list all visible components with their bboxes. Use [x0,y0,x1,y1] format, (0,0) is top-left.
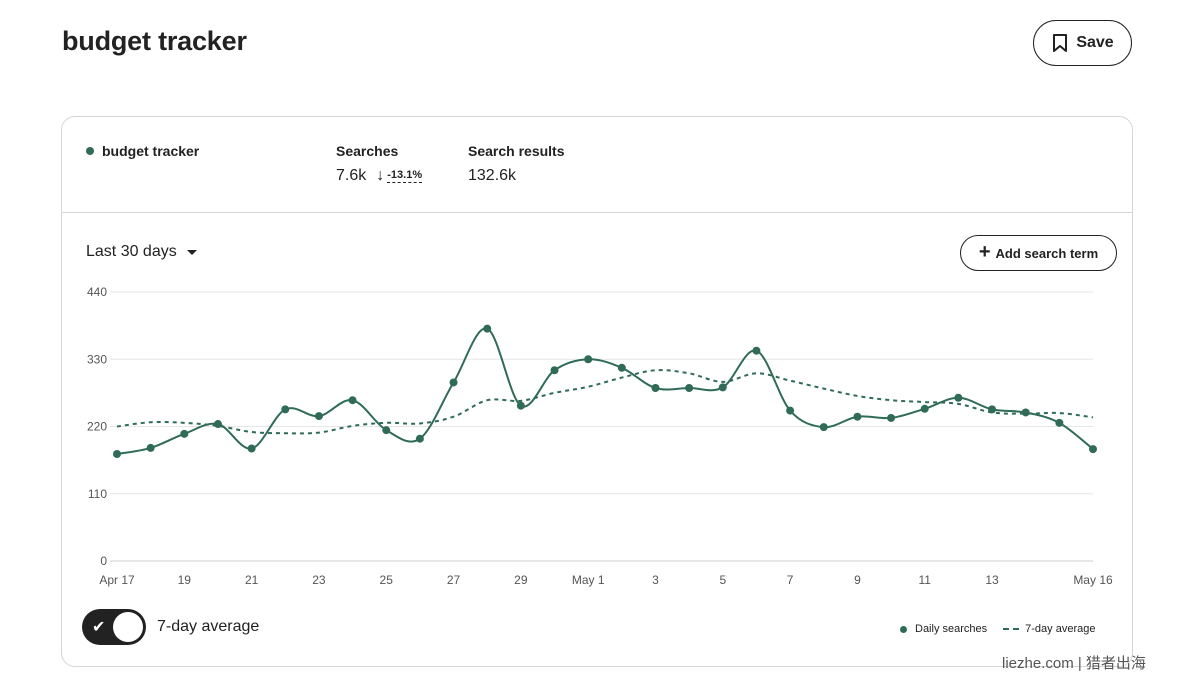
x-tick-label: 7 [787,573,794,587]
chart-legend: Daily searches 7-day average [900,623,1095,635]
daily-data-point [550,366,559,375]
average-series-line [116,369,1094,435]
bookmark-icon [1053,34,1068,52]
page-title: budget tracker [62,26,247,56]
search-trend-chart: 0 110 220 330 440 Apr 17 19 21 23 25 27 29 May 1 3 5 7 9… [87,285,1113,587]
seven-day-average-toggle[interactable]: ✔ [82,609,146,645]
y-tick-label: 0 [100,554,107,568]
daily-data-point [651,383,660,392]
daily-data-point [1055,418,1064,427]
daily-data-point [281,405,290,414]
caret-down-icon [186,249,197,255]
daily-data-point [786,406,795,415]
save-label: Save [1076,34,1114,51]
checkmark-icon: ✔ [92,619,106,636]
x-tick-label: May 16 [1073,573,1113,587]
daily-data-point [314,412,323,421]
plus-icon: + [978,241,991,263]
daily-data-point [180,429,189,438]
daily-data-point [415,434,424,443]
x-tick-label: 29 [514,573,528,587]
x-tick-label: 21 [245,573,259,587]
daily-data-point [718,383,727,392]
daily-data-point [584,355,593,364]
searches-value: 7.6k [336,167,367,184]
x-tick-label: 27 [447,573,461,587]
toggle-label: 7-day average [157,618,260,635]
daily-data-point [516,401,525,410]
daily-data-point [685,383,694,392]
average-legend-marker [1003,628,1020,630]
add-search-term-label: Add search term [995,245,1099,261]
x-tick-label: 25 [380,573,394,587]
x-tick-label: 23 [312,573,326,587]
daily-data-point [887,413,896,422]
x-tick-label: Apr 17 [99,573,135,587]
add-search-term-button[interactable]: + Add search term [960,235,1117,271]
searches-label: Searches [336,143,399,159]
x-tick-label: 3 [652,573,659,587]
daily-data-point [1089,445,1097,454]
x-tick-label: 19 [178,573,192,587]
daily-series-line [116,327,1094,455]
legend-daily: Daily searches [915,623,988,635]
trend-card: budget tracker Searches 7.6k ↓ -13.1% Se… [61,116,1133,667]
daily-data-point [247,444,256,453]
y-tick-label: 330 [87,352,107,366]
daily-data-point [819,423,828,432]
x-tick-label: May 1 [572,573,605,587]
y-tick-label: 440 [87,285,107,299]
date-range-label: Last 30 days [86,243,177,260]
y-tick-label: 220 [87,420,107,434]
daily-data-point [752,346,761,355]
daily-data-point [382,426,391,435]
legend-average: 7-day average [1025,623,1096,635]
search-term-legend: budget tracker [86,143,199,159]
daily-data-point [213,420,222,429]
daily-data-point [1021,408,1030,417]
save-button[interactable]: Save [1033,20,1132,66]
searches-change-value: -13.1% [387,169,423,183]
series-color-dot [86,147,94,155]
daily-data-point [483,324,492,333]
search-term-label: budget tracker [102,143,200,159]
daily-data-point [988,405,997,414]
arrow-down-icon: ↓ [376,167,385,184]
daily-data-point [113,450,121,459]
daily-data-point [853,412,862,421]
search-results-label: Search results [468,143,565,159]
daily-data-point [146,443,155,452]
search-results-value: 132.6k [468,167,517,184]
x-tick-label: 5 [719,573,726,587]
daily-data-point [920,404,929,413]
daily-data-point [449,378,458,387]
x-tick-label: 9 [854,573,861,587]
searches-stat: Searches 7.6k ↓ -13.1% [336,143,423,185]
x-tick-label: 11 [918,573,931,587]
daily-data-point [954,393,963,402]
toggle-knob [113,612,143,642]
searches-change[interactable]: ↓ -13.1% [376,167,423,185]
search-results-stat: Search results 132.6k [468,143,565,185]
date-range-dropdown[interactable]: Last 30 days [86,243,197,261]
daily-legend-marker [900,625,907,633]
watermark: liezhe.com | 猎者出海 [1002,655,1146,672]
card-divider [62,212,1132,213]
x-tick-label: 13 [985,573,999,587]
daily-data-point [348,396,357,405]
y-tick-label: 110 [88,487,107,501]
daily-data-point [617,363,626,372]
